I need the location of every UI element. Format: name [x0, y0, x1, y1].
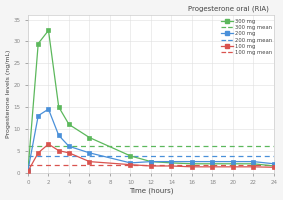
Legend: 300 mg, 300 mg mean, 200 mg, 200 mg mean, 100 mg, 100 mg mean: 300 mg, 300 mg mean, 200 mg, 200 mg mean… — [220, 18, 273, 57]
X-axis label: Time (hours): Time (hours) — [129, 188, 173, 194]
Y-axis label: Progesterone levels (ng/mL): Progesterone levels (ng/mL) — [6, 50, 10, 138]
Text: Progesterone oral (RIA): Progesterone oral (RIA) — [188, 5, 269, 12]
